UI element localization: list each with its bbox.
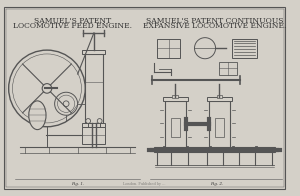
Circle shape xyxy=(97,119,102,123)
Text: SAMUEL'S PATENT: SAMUEL'S PATENT xyxy=(34,17,112,24)
Bar xyxy=(170,118,180,137)
Bar xyxy=(217,95,222,98)
Circle shape xyxy=(42,84,52,93)
Bar xyxy=(82,50,105,54)
Bar xyxy=(157,39,180,58)
Text: LOCOMOTIVE FEED ENGINE.: LOCOMOTIVE FEED ENGINE. xyxy=(13,22,132,30)
Text: Fig. 1.: Fig. 1. xyxy=(71,182,84,186)
Bar xyxy=(232,39,257,58)
Bar xyxy=(219,62,237,75)
Bar xyxy=(209,101,230,147)
Ellipse shape xyxy=(29,101,46,130)
Bar xyxy=(82,127,105,144)
Bar xyxy=(207,97,232,101)
Text: Fig. 2.: Fig. 2. xyxy=(210,182,223,186)
Text: SAMUEL'S PATENT CONTINUOUS: SAMUEL'S PATENT CONTINUOUS xyxy=(146,17,283,24)
Bar xyxy=(172,95,178,98)
Bar xyxy=(165,101,186,147)
Bar xyxy=(154,147,275,152)
Bar xyxy=(214,118,224,137)
Bar xyxy=(207,147,232,151)
Bar xyxy=(163,97,188,101)
Circle shape xyxy=(63,101,69,107)
Bar xyxy=(85,54,103,123)
Circle shape xyxy=(194,38,216,59)
Text: London. Published by ...: London. Published by ... xyxy=(123,182,166,186)
Bar xyxy=(82,123,105,127)
Bar xyxy=(163,147,188,151)
Text: EXPANSIVE LOCOMOTIVE ENGINE.: EXPANSIVE LOCOMOTIVE ENGINE. xyxy=(143,22,286,30)
Circle shape xyxy=(86,119,91,123)
